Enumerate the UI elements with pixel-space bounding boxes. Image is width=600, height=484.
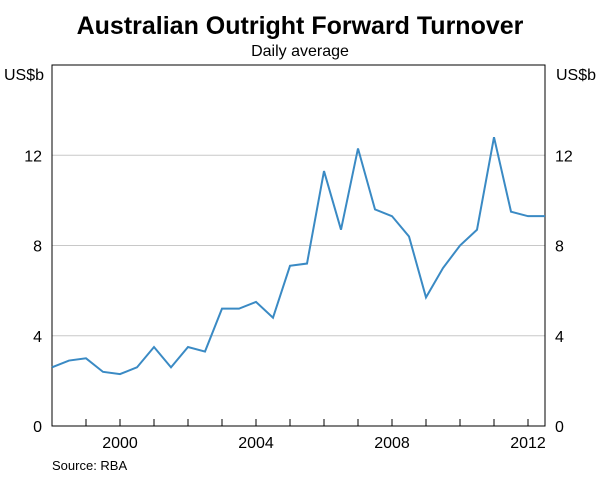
y-tick-label-left: 12 <box>24 148 42 165</box>
y-tick-label-left: 4 <box>33 329 42 346</box>
source-note: Source: RBA <box>52 458 127 473</box>
y-tick-label-right: 12 <box>555 148 573 165</box>
y-tick-label-right: 4 <box>555 329 564 346</box>
y-tick-label-left: 0 <box>33 419 42 436</box>
x-axis-labels: 2000 2004 2008 2012 <box>102 435 546 452</box>
x-tick-label: 2004 <box>238 435 274 452</box>
y-axis-right-labels: 0 4 8 12 <box>555 148 573 436</box>
y-unit-right: US$b <box>556 67 596 84</box>
series-layer <box>51 136 545 376</box>
x-tick-label: 2000 <box>102 435 138 452</box>
x-axis-ticks <box>51 419 529 426</box>
y-unit-left: US$b <box>4 67 44 84</box>
series-line-0 <box>51 136 545 376</box>
plot-frame <box>51 64 546 427</box>
x-tick-label: 2008 <box>374 435 410 452</box>
y-tick-label-left: 8 <box>33 239 42 256</box>
y-tick-label-right: 8 <box>555 239 564 256</box>
y-tick-label-right: 0 <box>555 419 564 436</box>
chart-title: Australian Outright Forward Turnover <box>77 12 524 40</box>
chart-subtitle: Daily average <box>251 43 349 60</box>
x-tick-label: 2012 <box>510 435 546 452</box>
y-axis-left-labels: 0 4 8 12 <box>24 148 42 436</box>
gridlines <box>52 154 545 337</box>
